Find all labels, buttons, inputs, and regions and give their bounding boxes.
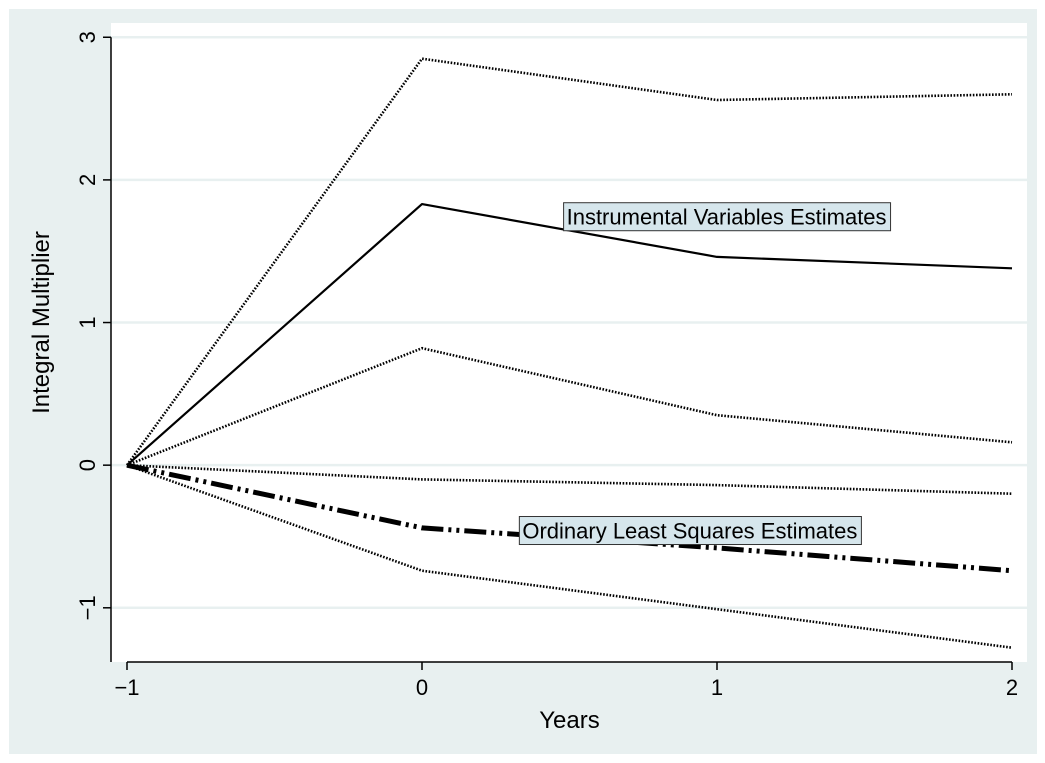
annotation-0: Instrumental Variables Estimates (563, 202, 892, 232)
y-axis-label: Integral Multiplier (28, 231, 55, 414)
x-tick-label-0: −1 (114, 675, 139, 700)
y-tick-label-4: 3 (75, 31, 100, 43)
annotation-box-0 (563, 202, 892, 232)
x-tick-label-2: 1 (711, 675, 723, 700)
plot-area (111, 23, 1027, 662)
annotation-box-1 (518, 516, 862, 546)
chart-frame: −1 0 1 2 3 −1 0 1 2 Instrumental Variables Estim… (9, 9, 1037, 754)
series-line-3 (126, 463, 1013, 495)
annotation-1: Ordinary Least Squares Estimates (518, 516, 862, 546)
x-tick-label-1: 0 (416, 675, 428, 700)
x-axis-label: Years (539, 707, 600, 734)
annotation-text-1: Ordinary Least Squares Estimates (522, 519, 857, 544)
chart: −1 0 1 2 3 −1 0 1 2 Instrumental Variables Estim… (9, 9, 1037, 754)
y-tick-label-3: 2 (75, 174, 100, 186)
series-line-5 (126, 463, 1013, 649)
series-line-0 (125, 57, 1013, 466)
annotation-text-0: Instrumental Variables Estimates (567, 205, 887, 230)
grid-lines (111, 36, 1027, 610)
annotations: Instrumental Variables Estimates Ordinary… (518, 202, 892, 546)
series-line-2 (126, 346, 1013, 467)
y-tick-label-1: 0 (75, 459, 100, 471)
y-tick-label-2: 1 (75, 316, 100, 328)
ticks: −1 0 1 2 3 −1 0 1 2 (75, 31, 1018, 700)
x-tick-label-3: 2 (1006, 675, 1018, 700)
axes (110, 37, 1012, 663)
y-tick-label-0: −1 (75, 595, 100, 620)
